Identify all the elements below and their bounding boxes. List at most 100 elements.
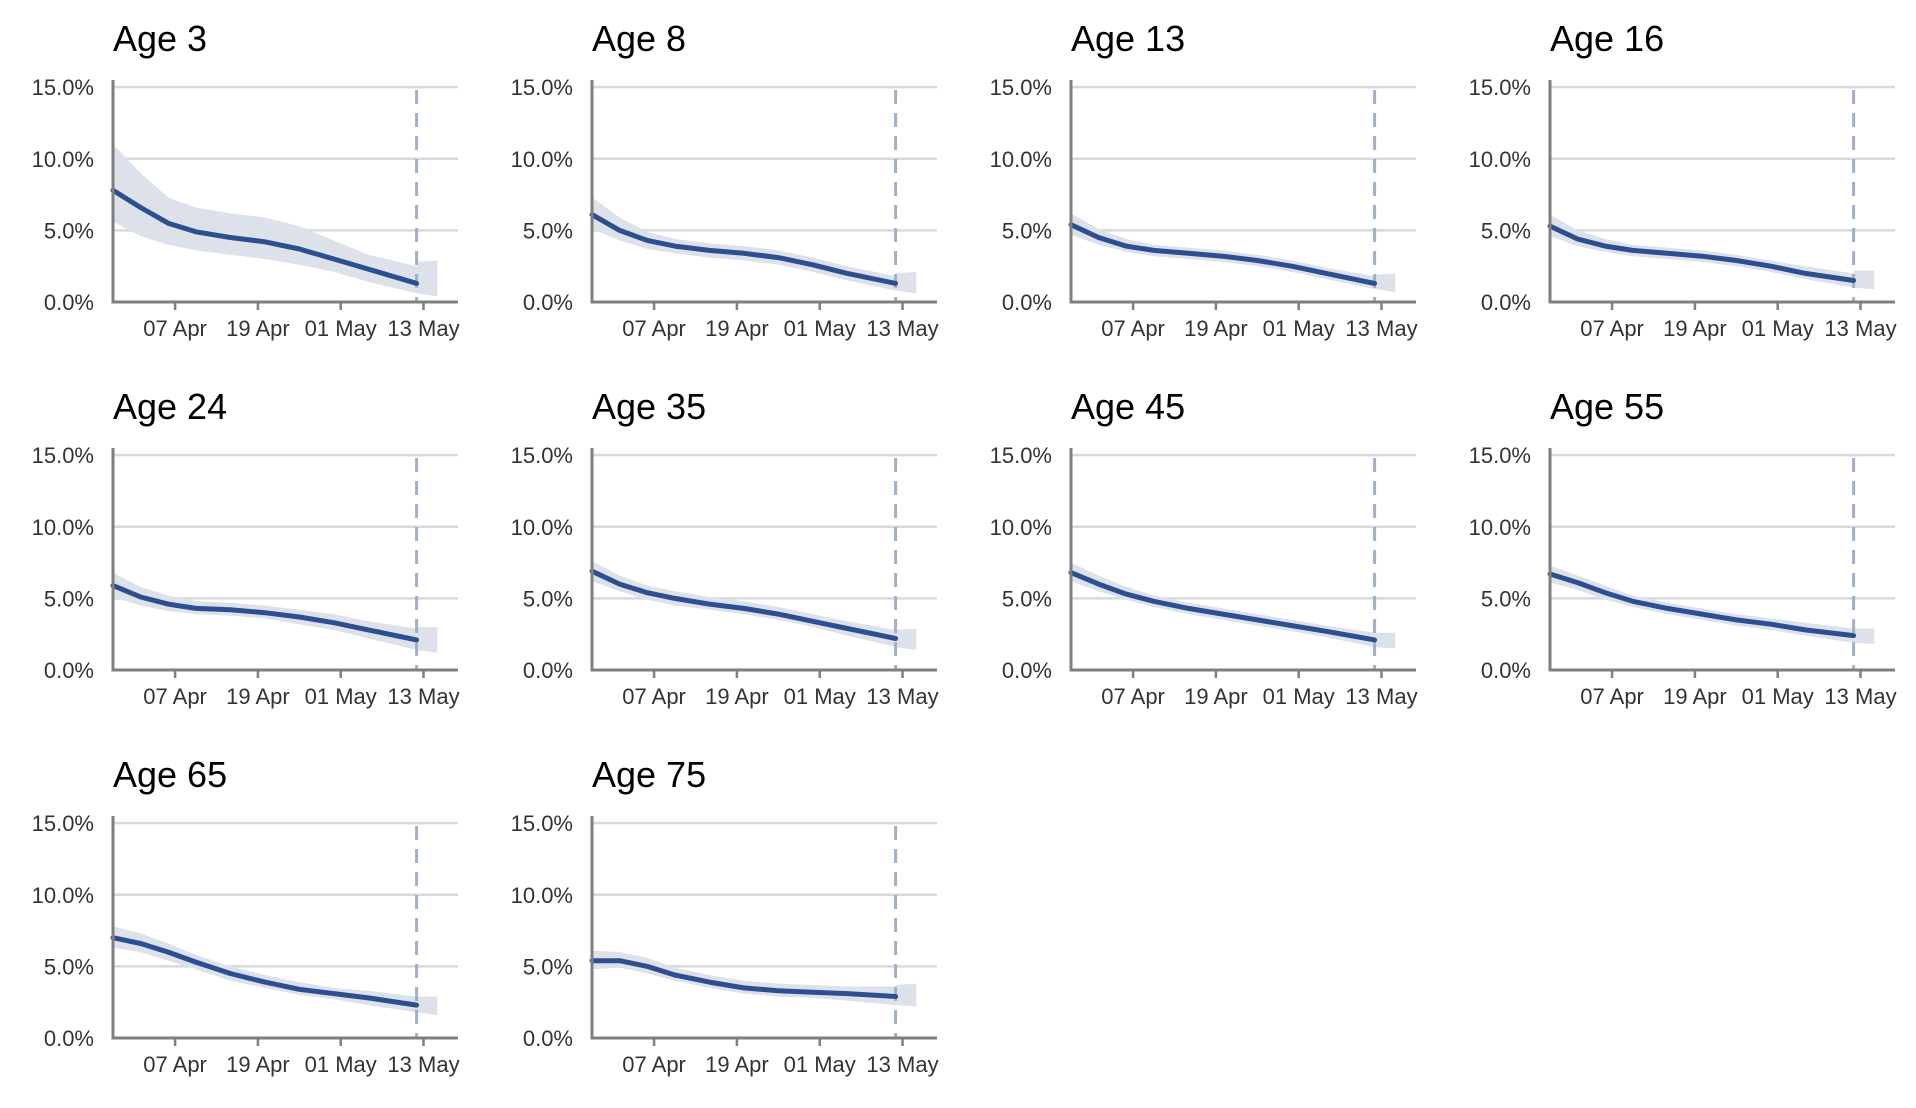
y-tick-label: 15.0% bbox=[32, 811, 94, 836]
x-tick-label: 19 Apr bbox=[705, 316, 769, 341]
y-tick-label: 5.0% bbox=[44, 954, 94, 979]
y-tick-label: 15.0% bbox=[1469, 443, 1531, 468]
x-tick-label: 01 May bbox=[305, 1052, 377, 1077]
y-tick-label: 0.0% bbox=[44, 658, 94, 683]
x-tick-label: 01 May bbox=[305, 684, 377, 709]
x-tick-label: 13 May bbox=[387, 316, 459, 341]
confidence-band bbox=[895, 983, 917, 1007]
y-tick-label: 0.0% bbox=[523, 1026, 573, 1051]
x-tick-label: 07 Apr bbox=[143, 316, 207, 341]
y-tick-label: 10.0% bbox=[511, 883, 573, 908]
y-tick-label: 5.0% bbox=[1481, 218, 1531, 243]
confidence-band bbox=[592, 561, 896, 648]
confidence-band bbox=[113, 926, 417, 1013]
panel-age-16: Age 16 0.0% 5.0% 10.0% 15.0% 07 Apr 19 Apr 01 M… bbox=[1469, 18, 1897, 341]
x-tick-label: 07 Apr bbox=[143, 684, 207, 709]
x-tick-label: 07 Apr bbox=[622, 684, 686, 709]
series-line bbox=[1068, 222, 1378, 286]
y-tick-label: 10.0% bbox=[32, 147, 94, 172]
y-tick-label: 10.0% bbox=[32, 883, 94, 908]
x-tick-label: 01 May bbox=[305, 316, 377, 341]
x-tick-label: 13 May bbox=[1345, 684, 1417, 709]
x-tick-label: 01 May bbox=[784, 1052, 856, 1077]
x-tick-label: 13 May bbox=[866, 684, 938, 709]
y-tick-label: 5.0% bbox=[523, 218, 573, 243]
confidence-band bbox=[416, 996, 438, 1016]
panel-age-75: Age 75 0.0% 5.0% 10.0% 15.0% 07 Apr 19 Apr 01 M… bbox=[511, 754, 939, 1077]
x-tick-label: 07 Apr bbox=[1580, 684, 1644, 709]
y-tick-label: 10.0% bbox=[32, 515, 94, 540]
y-tick-label: 0.0% bbox=[523, 290, 573, 315]
y-tick-label: 15.0% bbox=[32, 75, 94, 100]
series-line bbox=[1547, 571, 1857, 639]
confidence-band bbox=[592, 197, 896, 291]
series-line bbox=[589, 958, 899, 999]
panel-title: Age 13 bbox=[1071, 18, 1185, 59]
x-tick-label: 13 May bbox=[866, 1052, 938, 1077]
panel-age-45: Age 45 0.0% 5.0% 10.0% 15.0% 07 Apr 19 Apr 01 M… bbox=[990, 386, 1418, 709]
confidence-band bbox=[1071, 562, 1375, 648]
x-tick-label: 07 Apr bbox=[1101, 684, 1165, 709]
panel-title: Age 55 bbox=[1550, 386, 1664, 427]
y-tick-label: 15.0% bbox=[511, 443, 573, 468]
y-tick-label: 5.0% bbox=[1002, 218, 1052, 243]
y-tick-label: 15.0% bbox=[32, 443, 94, 468]
x-tick-label: 19 Apr bbox=[1663, 684, 1727, 709]
x-tick-label: 19 Apr bbox=[705, 1052, 769, 1077]
y-tick-label: 5.0% bbox=[523, 954, 573, 979]
x-tick-label: 13 May bbox=[387, 1052, 459, 1077]
series-line bbox=[1547, 223, 1857, 283]
series-line bbox=[1068, 570, 1378, 643]
panel-title: Age 3 bbox=[113, 18, 207, 59]
series-line bbox=[110, 187, 420, 286]
y-tick-label: 10.0% bbox=[511, 147, 573, 172]
y-tick-label: 5.0% bbox=[523, 586, 573, 611]
confidence-band bbox=[895, 628, 917, 650]
y-tick-label: 15.0% bbox=[990, 443, 1052, 468]
x-tick-label: 13 May bbox=[1824, 316, 1896, 341]
x-tick-label: 13 May bbox=[866, 316, 938, 341]
y-tick-label: 15.0% bbox=[511, 811, 573, 836]
confidence-band bbox=[416, 260, 438, 297]
x-tick-label: 07 Apr bbox=[622, 1052, 686, 1077]
y-tick-label: 10.0% bbox=[1469, 515, 1531, 540]
y-tick-label: 10.0% bbox=[990, 147, 1052, 172]
confidence-band bbox=[113, 144, 417, 294]
y-tick-label: 5.0% bbox=[44, 218, 94, 243]
x-tick-label: 19 Apr bbox=[705, 684, 769, 709]
y-tick-label: 0.0% bbox=[1481, 290, 1531, 315]
panel-age-65: Age 65 0.0% 5.0% 10.0% 15.0% 07 Apr 19 Apr 01 M… bbox=[32, 754, 460, 1077]
panel-age-3: Age 3 0.0% 5.0% 10.0% 15.0% 07 Apr 19 Apr 01 Ma… bbox=[32, 18, 460, 341]
y-tick-label: 0.0% bbox=[1002, 658, 1052, 683]
y-tick-label: 0.0% bbox=[1481, 658, 1531, 683]
x-tick-label: 07 Apr bbox=[1580, 316, 1644, 341]
series-line bbox=[110, 583, 420, 643]
x-tick-label: 19 Apr bbox=[1184, 684, 1248, 709]
confidence-band bbox=[592, 950, 896, 1006]
panel-age-8: Age 8 0.0% 5.0% 10.0% 15.0% 07 Apr 19 Apr 01 Ma… bbox=[511, 18, 939, 341]
y-tick-label: 10.0% bbox=[511, 515, 573, 540]
confidence-band bbox=[895, 271, 917, 294]
y-tick-label: 10.0% bbox=[1469, 147, 1531, 172]
y-tick-label: 0.0% bbox=[1002, 290, 1052, 315]
y-tick-label: 15.0% bbox=[990, 75, 1052, 100]
confidence-band bbox=[1853, 270, 1875, 290]
x-tick-label: 19 Apr bbox=[1184, 316, 1248, 341]
confidence-band bbox=[1374, 632, 1396, 649]
y-tick-label: 5.0% bbox=[1002, 586, 1052, 611]
x-tick-label: 13 May bbox=[1824, 684, 1896, 709]
panel-title: Age 35 bbox=[592, 386, 706, 427]
y-tick-label: 5.0% bbox=[1481, 586, 1531, 611]
panel-title: Age 24 bbox=[113, 386, 227, 427]
x-tick-label: 01 May bbox=[1263, 684, 1335, 709]
panel-title: Age 16 bbox=[1550, 18, 1664, 59]
x-tick-label: 19 Apr bbox=[226, 316, 290, 341]
y-tick-label: 10.0% bbox=[990, 515, 1052, 540]
x-tick-label: 13 May bbox=[387, 684, 459, 709]
confidence-band bbox=[1550, 214, 1854, 288]
y-tick-label: 0.0% bbox=[523, 658, 573, 683]
y-tick-label: 15.0% bbox=[511, 75, 573, 100]
y-tick-label: 0.0% bbox=[44, 1026, 94, 1051]
